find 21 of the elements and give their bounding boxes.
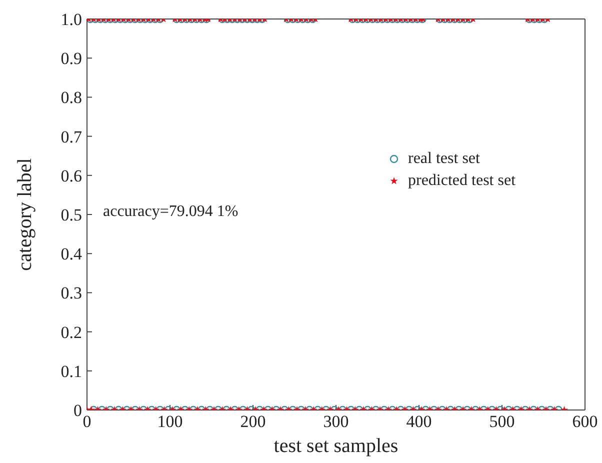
x-tick-label: 100 (157, 412, 183, 432)
y-axis-title: category label (14, 158, 36, 271)
x-tick-label: 600 (572, 412, 598, 432)
y-tick-label: 0.7 (60, 127, 82, 146)
y-tick-label: 0.4 (60, 244, 82, 264)
x-tick-label: 200 (240, 412, 266, 432)
x-tick-label: 300 (323, 412, 349, 432)
y-tick-label: 1.0 (60, 10, 82, 30)
legend-label: predicted test set (408, 171, 516, 191)
y-tick-label: 0.2 (60, 322, 82, 342)
y-tick-label: 0.6 (60, 166, 82, 186)
y-tick-label: 0.5 (60, 206, 82, 225)
y-tick-label: 0.8 (60, 88, 82, 108)
x-tick-label: 500 (489, 412, 515, 432)
x-axis-title: test set samples (274, 435, 398, 457)
legend-label: real test set (408, 149, 480, 169)
annotation: accuracy=79.094 1% (103, 203, 238, 220)
y-tick-label: 0.9 (60, 49, 82, 68)
x-tick-label: 400 (406, 412, 432, 432)
y-tick-label: 0.3 (60, 284, 82, 303)
y-tick-label: 0.1 (60, 362, 82, 381)
